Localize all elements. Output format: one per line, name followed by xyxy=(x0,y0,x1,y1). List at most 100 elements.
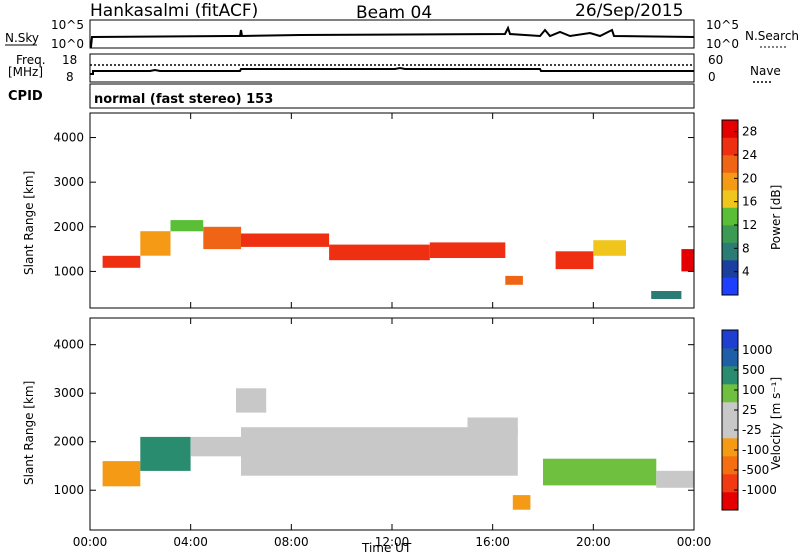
freq-tick-high: 18 xyxy=(62,53,77,67)
nsky-panel xyxy=(89,19,695,49)
velocity-cbar-ticklabel-5: -100 xyxy=(742,443,769,457)
velocity-xtick-label-4: 16:00 xyxy=(475,535,510,549)
power-cbar-frame xyxy=(721,119,739,296)
velocity-cbar-ticklabel-7: -1000 xyxy=(742,483,777,497)
velocity-cbar-ticklabel-4: -25 xyxy=(742,423,762,437)
velocity-cbar-ticklabel-0: 1000 xyxy=(742,343,773,357)
nsearch-label: N.Search xyxy=(745,29,799,43)
velocity-cbar-swatch-9 xyxy=(722,330,738,349)
freq-label-2: [MHz] xyxy=(8,65,43,79)
velocity-region-7 xyxy=(543,458,657,486)
power-cbar-ticklabel-5: 24 xyxy=(742,148,757,162)
power-ytick-label-2: 3000 xyxy=(53,175,84,189)
velocity-cbar-swatch-3 xyxy=(722,438,738,457)
power-region-10 xyxy=(651,291,682,299)
power-region-9 xyxy=(593,240,626,256)
velocity-ylabel: Slant Range [km] xyxy=(22,381,36,485)
velocity-xticks: 00:00 04:00 08:00 12:00 16:00 20:00 00:00 xyxy=(73,318,712,549)
velocity-xlabel: Time UT xyxy=(361,541,412,554)
velocity-yticks: 1000 2000 3000 4000 xyxy=(53,338,694,497)
cpid-panel xyxy=(89,83,695,109)
power-cbar-cells xyxy=(722,120,738,296)
velocity-cbar-cells xyxy=(722,330,738,511)
power-cbar-swatch-5 xyxy=(722,190,738,208)
power-ylabel: Slant Range [km] xyxy=(22,171,36,275)
power-cbar-swatch-8 xyxy=(722,137,738,156)
power-region-4 xyxy=(241,233,330,247)
power-cbar-ticklabel-4: 20 xyxy=(742,171,757,185)
velocity-xtick-label-6: 00:00 xyxy=(677,535,712,549)
velocity-region-0 xyxy=(102,461,141,487)
cpid-text: normal (fast stereo) 153 xyxy=(94,92,273,107)
power-region-1 xyxy=(140,231,171,256)
velocity-region-3 xyxy=(236,388,267,413)
freq-panel xyxy=(89,53,695,83)
nave-tick-low: 0 xyxy=(708,70,716,84)
velocity-colorbar: 1000 500 100 25 -25 -100 -500 -1000 Velocity [m… xyxy=(721,329,783,511)
velocity-region-8 xyxy=(656,470,695,488)
cpid-label: CPID xyxy=(8,89,43,104)
velocity-cells xyxy=(102,388,695,510)
velocity-cbar-swatch-7 xyxy=(722,366,738,385)
date-title: 26/Sep/2015 xyxy=(575,1,683,21)
velocity-ytick-label-0: 1000 xyxy=(53,483,84,497)
nsky-tick-low: 10^0 xyxy=(51,37,84,51)
power-region-7 xyxy=(505,275,523,285)
power-ytick-label-3: 4000 xyxy=(53,131,84,145)
power-region-8 xyxy=(555,251,594,270)
beam-title: Beam 04 xyxy=(356,3,432,23)
power-region-6 xyxy=(429,242,506,258)
power-ytick-label-0: 1000 xyxy=(53,264,84,278)
velocity-cbar-ticks: 1000 500 100 25 -25 -100 -500 -1000 xyxy=(734,343,777,497)
velocity-panel-background xyxy=(90,318,694,530)
velocity-cbar-swatch-5 xyxy=(722,402,738,421)
velocity-ytick-label-2: 3000 xyxy=(53,386,84,400)
nave-label: Nave xyxy=(750,64,781,78)
power-colorbar: 4 8 12 16 20 24 28 Power [dB] xyxy=(721,119,783,296)
power-cbar-swatch-3 xyxy=(722,225,738,243)
velocity-xtick-label-3: 12:00 xyxy=(375,535,410,549)
power-cbar-ticks: 4 8 12 16 20 24 28 xyxy=(734,125,757,279)
velocity-panel-group: 1000 2000 3000 4000 00:00 04:00 08:00 12:00 16:… xyxy=(22,317,712,554)
power-region-2 xyxy=(170,220,204,232)
power-region-11 xyxy=(681,249,694,272)
freq-tick-low: 8 xyxy=(66,70,74,84)
velocity-xtick-label-5: 20:00 xyxy=(576,535,611,549)
nave-tick-high: 60 xyxy=(708,53,723,67)
power-region-5 xyxy=(329,244,430,261)
power-cbar-swatch-9 xyxy=(722,120,738,138)
velocity-xtick-label-0: 00:00 xyxy=(73,535,108,549)
velocity-region-4 xyxy=(241,427,518,476)
power-region-0 xyxy=(102,255,141,268)
power-cbar-swatch-2 xyxy=(722,242,738,261)
nsky-label: N.Sky xyxy=(5,31,39,45)
velocity-cbar-ticklabel-2: 100 xyxy=(742,383,765,397)
freq-trace xyxy=(90,66,694,75)
velocity-cbar-swatch-0 xyxy=(722,492,738,511)
velocity-xtick-label-1: 04:00 xyxy=(173,535,208,549)
power-yticks: 1000 2000 3000 4000 xyxy=(53,131,694,278)
velocity-region-5 xyxy=(467,417,518,435)
velocity-ytick-label-1: 2000 xyxy=(53,435,84,449)
power-region-3 xyxy=(203,226,242,250)
velocity-cbar-swatch-4 xyxy=(722,420,738,439)
velocity-cbar-swatch-6 xyxy=(722,384,738,403)
velocity-region-1 xyxy=(140,436,191,471)
velocity-cbar-ticklabel-1: 500 xyxy=(742,363,765,377)
velocity-cbar-ticklabel-6: -500 xyxy=(742,463,769,477)
power-cbar-ticklabel-2: 12 xyxy=(742,218,757,232)
velocity-ytick-label-3: 4000 xyxy=(53,338,84,352)
power-ytick-label-1: 2000 xyxy=(53,220,84,234)
power-panel-background xyxy=(90,113,694,308)
power-cbar-ticklabel-0: 4 xyxy=(742,265,750,279)
velocity-cbar-ticklabel-3: 25 xyxy=(742,403,757,417)
power-cbar-swatch-1 xyxy=(722,260,738,278)
velocity-region-6 xyxy=(512,495,531,510)
velocity-cbar-frame xyxy=(721,329,739,511)
power-cbar-swatch-6 xyxy=(722,172,738,191)
velocity-xtick-label-2: 08:00 xyxy=(274,535,309,549)
power-cbar-label: Power [dB] xyxy=(769,185,783,250)
velocity-region-2 xyxy=(190,436,241,457)
velocity-cbar-swatch-8 xyxy=(722,348,738,367)
